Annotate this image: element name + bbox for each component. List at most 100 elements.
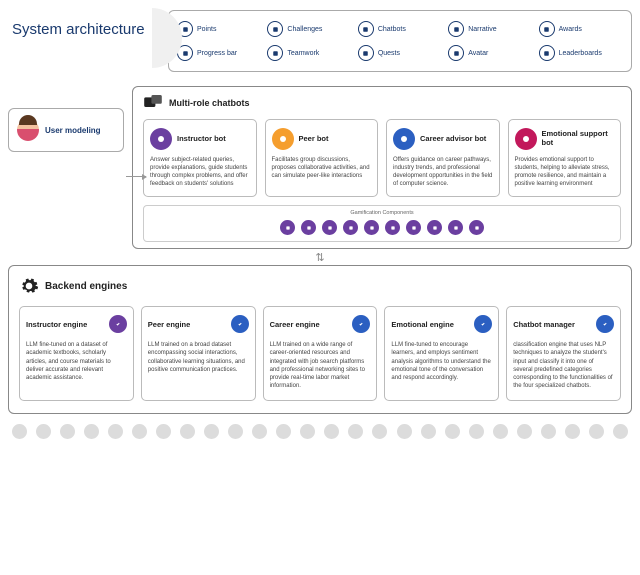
- dot: [517, 424, 532, 439]
- dot: [60, 424, 75, 439]
- dot: [445, 424, 460, 439]
- engine-icon: [231, 315, 249, 333]
- engine-desc: LLM trained on a wide range of career-or…: [270, 341, 371, 390]
- dot: [541, 424, 556, 439]
- bot-card: Peer bot Facilitates group discussions, …: [265, 119, 379, 197]
- engine-desc: LLM fine-tuned to encourage learners, an…: [391, 341, 492, 381]
- gamif-item: Points: [177, 21, 261, 37]
- gamif-label: Narrative: [468, 26, 496, 33]
- dot: [84, 424, 99, 439]
- engine-card: Instructor engine LLM fine-tuned on a da…: [19, 306, 134, 401]
- gamif-label: Points: [197, 26, 216, 33]
- gamif-item: Progress bar: [177, 45, 261, 61]
- engine-title: Career engine: [270, 320, 320, 329]
- bot-desc: Answer subject-related queries, provide …: [150, 156, 250, 188]
- gamif-label: Leaderboards: [559, 50, 602, 57]
- engine-card: Career engine LLM trained on a wide rang…: [263, 306, 378, 401]
- dot: [36, 424, 51, 439]
- bot-title: Instructor bot: [177, 135, 226, 144]
- dot: [469, 424, 484, 439]
- bot-icon: [515, 128, 537, 150]
- dot: [565, 424, 580, 439]
- engine-desc: LLM fine-tuned on a dataset of academic …: [26, 341, 127, 381]
- gamif-label: Progress bar: [197, 50, 237, 57]
- engine-icon: [596, 315, 614, 333]
- gamif-item: Chatbots: [358, 21, 442, 37]
- engine-icon: [474, 315, 492, 333]
- dot: [348, 424, 363, 439]
- backend-panel: Backend engines Instructor engine LLM fi…: [8, 265, 632, 414]
- engine-desc: classification engine that uses NLP tech…: [513, 341, 614, 390]
- dot: [397, 424, 412, 439]
- gamif-strip-icon: [406, 220, 421, 235]
- backend-title: Backend engines: [45, 281, 127, 292]
- engine-title: Chatbot manager: [513, 320, 575, 329]
- title-block: System architecture: [8, 10, 158, 40]
- connector-arrow: ⇅: [0, 251, 640, 264]
- gamif-item: Avatar: [448, 45, 532, 61]
- user-modeling-label: User modeling: [45, 126, 101, 135]
- bot-desc: Provides emotional support to students, …: [515, 156, 615, 188]
- dot: [204, 424, 219, 439]
- gamif-item: Narrative: [448, 21, 532, 37]
- gamif-item: Awards: [539, 21, 623, 37]
- dot: [156, 424, 171, 439]
- bot-title: Emotional support bot: [542, 130, 615, 147]
- gamif-label: Awards: [559, 26, 582, 33]
- bot-title: Career advisor bot: [420, 135, 486, 144]
- bot-desc: Offers guidance on career pathways, indu…: [393, 156, 493, 188]
- gamif-label: Quests: [378, 50, 400, 57]
- gamif-strip-icon: [385, 220, 400, 235]
- chatbots-icon: [143, 95, 163, 111]
- engine-title: Peer engine: [148, 320, 191, 329]
- chatbots-panel: Multi-role chatbots Instructor bot Answe…: [132, 86, 632, 249]
- gamif-label: Teamwork: [287, 50, 319, 57]
- user-avatar-icon: [17, 119, 39, 141]
- bot-icon: [393, 128, 415, 150]
- bot-card: Emotional support bot Provides emotional…: [508, 119, 622, 197]
- gamif-item: Quests: [358, 45, 442, 61]
- gamification-strip-title: Gamification Components: [150, 210, 614, 216]
- gamif-label: Challenges: [287, 26, 322, 33]
- gamif-strip-icon: [322, 220, 337, 235]
- dot: [276, 424, 291, 439]
- bot-card: Career advisor bot Offers guidance on ca…: [386, 119, 500, 197]
- dot: [493, 424, 508, 439]
- engine-icon: [109, 315, 127, 333]
- engine-card: Emotional engine LLM fine-tuned to encou…: [384, 306, 499, 401]
- dot: [613, 424, 628, 439]
- dot: [300, 424, 315, 439]
- dot: [372, 424, 387, 439]
- dot: [589, 424, 604, 439]
- dot: [180, 424, 195, 439]
- dot: [324, 424, 339, 439]
- dot: [228, 424, 243, 439]
- engine-card: Chatbot manager classification engine th…: [506, 306, 621, 401]
- engine-card: Peer engine LLM trained on a broad datas…: [141, 306, 256, 401]
- gamif-item: Leaderboards: [539, 45, 623, 61]
- engine-desc: LLM trained on a broad dataset encompass…: [148, 341, 249, 373]
- gamif-strip-icon: [469, 220, 484, 235]
- gamif-strip-icon: [364, 220, 379, 235]
- bot-card: Instructor bot Answer subject-related qu…: [143, 119, 257, 197]
- page-title: System architecture: [12, 20, 158, 40]
- gamif-item: Challenges: [267, 21, 351, 37]
- bot-icon: [150, 128, 172, 150]
- gamif-item: Teamwork: [267, 45, 351, 61]
- dot: [12, 424, 27, 439]
- chatbots-title: Multi-role chatbots: [169, 98, 250, 108]
- dot: [132, 424, 147, 439]
- bot-title: Peer bot: [299, 135, 329, 144]
- dot: [108, 424, 123, 439]
- arrow-user-to-chatbots: [126, 176, 146, 177]
- gears-icon: [19, 276, 39, 296]
- gamif-strip-icon: [343, 220, 358, 235]
- dot: [252, 424, 267, 439]
- dot: [421, 424, 436, 439]
- gamif-label: Avatar: [468, 50, 488, 57]
- gamif-strip-icon: [280, 220, 295, 235]
- engine-title: Emotional engine: [391, 320, 454, 329]
- gamification-elements-box: Points Challenges Chatbots Narrative Awa…: [168, 10, 632, 72]
- bot-desc: Facilitates group discussions, proposes …: [272, 156, 372, 180]
- dots-row: [0, 414, 640, 439]
